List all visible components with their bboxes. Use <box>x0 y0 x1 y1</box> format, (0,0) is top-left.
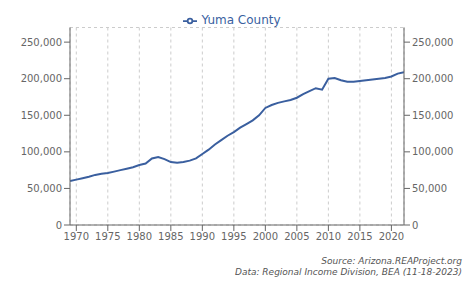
svg-text:250,000: 250,000 <box>21 37 62 48</box>
svg-text:1980: 1980 <box>127 231 152 242</box>
svg-text:2005: 2005 <box>284 231 309 242</box>
svg-text:1970: 1970 <box>64 231 89 242</box>
svg-text:100,000: 100,000 <box>412 146 453 157</box>
svg-text:2015: 2015 <box>347 231 372 242</box>
svg-text:50,000: 50,000 <box>27 183 62 194</box>
svg-text:200,000: 200,000 <box>21 73 62 84</box>
svg-text:150,000: 150,000 <box>412 110 453 121</box>
svg-text:2000: 2000 <box>253 231 278 242</box>
svg-text:150,000: 150,000 <box>21 110 62 121</box>
svg-text:100,000: 100,000 <box>21 146 62 157</box>
html-text:Data: Regional Income Division: Data: Regional Income Division, BEA (11-… <box>235 267 462 277</box>
svg-text:0: 0 <box>56 220 62 231</box>
svg-text:250,000: 250,000 <box>412 37 453 48</box>
html-text:Source: Arizona.REAProject.org: Source: Arizona.REAProject.org <box>321 256 462 266</box>
svg-text:1985: 1985 <box>158 231 183 242</box>
svg-text:2020: 2020 <box>379 231 404 242</box>
svg-text:0: 0 <box>412 220 418 231</box>
svg-text:50,000: 50,000 <box>412 183 447 194</box>
html-text:Yuma County: Yuma County <box>201 13 281 27</box>
svg-text:200,000: 200,000 <box>412 73 453 84</box>
svg-text:1995: 1995 <box>221 231 246 242</box>
svg-text:1975: 1975 <box>95 231 120 242</box>
svg-text:2010: 2010 <box>316 231 341 242</box>
svg-text:1990: 1990 <box>190 231 215 242</box>
